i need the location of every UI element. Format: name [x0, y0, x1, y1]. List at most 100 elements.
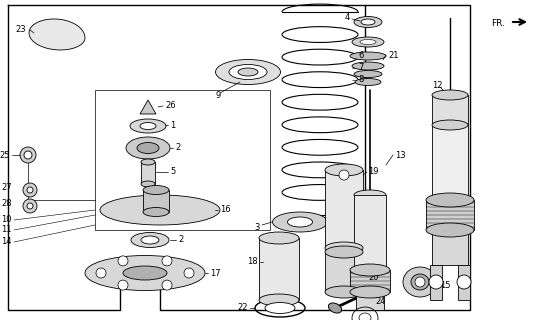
Text: 15: 15: [440, 281, 451, 290]
Circle shape: [118, 280, 128, 290]
Ellipse shape: [259, 232, 299, 244]
Ellipse shape: [238, 68, 258, 76]
Ellipse shape: [432, 195, 468, 205]
Text: 20: 20: [368, 274, 379, 283]
Ellipse shape: [140, 123, 156, 130]
Circle shape: [118, 256, 128, 266]
Text: 14: 14: [2, 237, 12, 246]
Ellipse shape: [325, 286, 363, 298]
Polygon shape: [29, 19, 85, 50]
Bar: [432, 95, 468, 125]
Bar: [95, 90, 270, 230]
Text: 13: 13: [395, 150, 405, 159]
Text: 4: 4: [345, 13, 350, 22]
Ellipse shape: [130, 119, 166, 133]
Bar: [432, 230, 468, 265]
Ellipse shape: [360, 39, 376, 44]
Ellipse shape: [350, 264, 390, 276]
Circle shape: [96, 268, 106, 278]
Ellipse shape: [352, 37, 384, 47]
Circle shape: [162, 280, 172, 290]
Ellipse shape: [361, 19, 375, 25]
Ellipse shape: [229, 65, 267, 79]
Ellipse shape: [350, 52, 386, 60]
Circle shape: [415, 277, 425, 287]
Text: 2: 2: [175, 143, 180, 153]
Text: 9: 9: [215, 91, 220, 100]
Circle shape: [184, 268, 194, 278]
Bar: [143, 190, 169, 212]
Ellipse shape: [352, 62, 384, 70]
Bar: [458, 265, 470, 300]
Circle shape: [27, 187, 33, 193]
Circle shape: [20, 147, 36, 163]
Ellipse shape: [100, 195, 220, 225]
Circle shape: [27, 203, 33, 209]
Circle shape: [339, 170, 349, 180]
Text: 22: 22: [237, 303, 248, 313]
Text: 5: 5: [170, 167, 175, 177]
Ellipse shape: [411, 274, 429, 290]
Text: 26: 26: [165, 101, 176, 110]
Ellipse shape: [359, 313, 371, 320]
Bar: [350, 270, 390, 292]
Ellipse shape: [403, 267, 437, 297]
Text: 6: 6: [358, 51, 364, 60]
Text: 3: 3: [255, 222, 260, 231]
Text: FR.: FR.: [491, 19, 505, 28]
Ellipse shape: [259, 294, 299, 306]
Ellipse shape: [432, 120, 468, 130]
Ellipse shape: [143, 207, 169, 217]
Text: 19: 19: [368, 167, 379, 177]
Bar: [356, 292, 384, 310]
Ellipse shape: [143, 186, 169, 195]
Text: 7: 7: [358, 63, 364, 73]
Circle shape: [429, 275, 443, 289]
Circle shape: [23, 183, 37, 197]
Text: 1: 1: [170, 121, 175, 130]
Ellipse shape: [355, 78, 381, 85]
Ellipse shape: [85, 255, 205, 291]
Ellipse shape: [141, 181, 155, 187]
Ellipse shape: [354, 17, 382, 28]
Ellipse shape: [215, 60, 280, 84]
Bar: [430, 265, 442, 300]
Text: 25: 25: [0, 150, 10, 159]
Text: 10: 10: [2, 215, 12, 225]
Ellipse shape: [354, 70, 382, 77]
Ellipse shape: [325, 246, 363, 258]
Text: 28: 28: [2, 198, 12, 207]
Ellipse shape: [141, 236, 159, 244]
Bar: [141, 162, 155, 184]
Polygon shape: [140, 100, 156, 114]
Ellipse shape: [354, 190, 386, 200]
Text: 2: 2: [178, 236, 183, 244]
Ellipse shape: [426, 193, 474, 207]
Ellipse shape: [141, 159, 155, 165]
Ellipse shape: [325, 164, 363, 176]
Ellipse shape: [265, 302, 295, 314]
Ellipse shape: [325, 242, 363, 254]
Ellipse shape: [350, 286, 390, 298]
Ellipse shape: [137, 142, 159, 154]
Text: 11: 11: [2, 226, 12, 235]
Bar: [354, 195, 386, 270]
Text: 8: 8: [358, 76, 364, 84]
Ellipse shape: [272, 212, 328, 232]
Ellipse shape: [126, 137, 170, 159]
Ellipse shape: [123, 266, 167, 280]
Circle shape: [162, 256, 172, 266]
Ellipse shape: [432, 90, 468, 100]
Ellipse shape: [354, 265, 386, 275]
Circle shape: [23, 199, 37, 213]
Ellipse shape: [329, 303, 342, 313]
Circle shape: [457, 275, 471, 289]
Bar: [325, 252, 363, 292]
Text: 21: 21: [388, 51, 398, 60]
Bar: [432, 125, 468, 200]
Text: 23: 23: [15, 26, 26, 35]
Bar: [325, 170, 363, 248]
Text: 24: 24: [375, 298, 386, 307]
Ellipse shape: [426, 223, 474, 237]
Text: 27: 27: [2, 182, 12, 191]
